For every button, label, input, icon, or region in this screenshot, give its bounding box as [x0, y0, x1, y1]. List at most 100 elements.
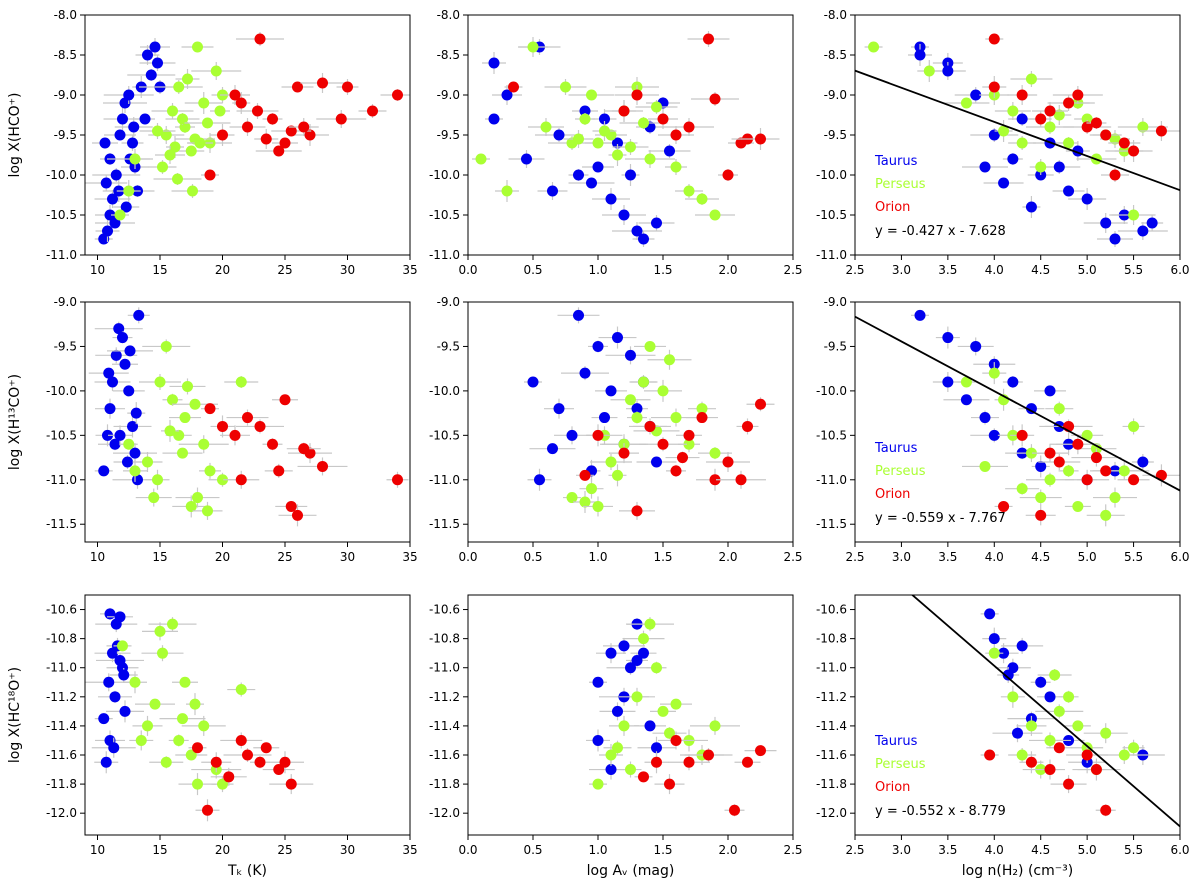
data-point-taurus: [1053, 161, 1065, 173]
data-point-perseus: [1100, 509, 1112, 521]
data-point-perseus: [527, 41, 539, 53]
data-point-perseus: [1128, 420, 1140, 432]
data-point-taurus: [592, 340, 604, 352]
data-point-taurus: [110, 349, 122, 361]
data-point-perseus: [182, 380, 193, 392]
data-point-perseus: [540, 121, 552, 133]
x-tick-label: 20: [215, 550, 230, 564]
y-tick-label: -11.2: [816, 690, 847, 704]
data-point-taurus: [129, 447, 141, 459]
data-point-taurus: [599, 113, 610, 125]
y-tick-label: -11.5: [429, 517, 460, 531]
data-point-orion: [192, 742, 203, 754]
data-point-perseus: [696, 193, 708, 205]
data-point-perseus: [644, 618, 656, 630]
data-point-taurus: [553, 129, 565, 141]
data-point-orion: [285, 778, 297, 790]
y-tick-label: -10.5: [816, 208, 847, 222]
data-point-orion: [670, 465, 682, 477]
data-point-taurus: [120, 201, 132, 213]
x-tick-label: 2.0: [718, 550, 737, 564]
data-point-perseus: [631, 691, 643, 703]
data-point-perseus: [192, 41, 203, 53]
data-point-taurus: [1109, 233, 1121, 245]
data-point-orion: [657, 438, 669, 450]
data-point-taurus: [521, 153, 532, 165]
data-point-taurus: [586, 177, 597, 189]
data-point-perseus: [217, 474, 228, 486]
x-tick-label: 5.0: [1078, 263, 1097, 277]
data-point-perseus: [177, 713, 188, 725]
y-tick-label: -10.0: [816, 168, 847, 182]
data-point-perseus: [198, 97, 210, 109]
y-tick-label: -11.2: [46, 690, 77, 704]
data-point-perseus: [1063, 465, 1075, 477]
x-tick-label: 5.0: [1078, 550, 1097, 564]
data-point-orion: [677, 452, 688, 464]
data-point-perseus: [1035, 492, 1047, 504]
data-point-perseus: [612, 742, 623, 754]
data-point-perseus: [709, 447, 721, 459]
data-point-taurus: [142, 49, 153, 61]
data-point-taurus: [103, 367, 115, 379]
data-point-orion: [304, 129, 316, 141]
data-point-orion: [273, 145, 285, 157]
data-point-taurus: [625, 349, 636, 361]
data-point-taurus: [988, 129, 1000, 141]
data-point-orion: [703, 749, 714, 761]
y-tick-label: -11.0: [46, 248, 77, 262]
y-tick-label: -12.0: [46, 806, 77, 820]
x-tick-label: 5.5: [1124, 843, 1143, 857]
data-point-taurus: [104, 403, 116, 415]
data-point-perseus: [189, 398, 201, 410]
data-point-orion: [657, 113, 669, 125]
legend-entry-orion: Orion: [875, 200, 910, 215]
data-point-orion: [683, 756, 695, 768]
data-point-taurus: [110, 169, 122, 181]
axes-frame: [854, 594, 1181, 836]
y-tick-label: -11.8: [46, 777, 77, 791]
data-point-taurus: [114, 429, 126, 441]
x-tick-label: 4.0: [985, 263, 1004, 277]
data-point-perseus: [1025, 73, 1037, 85]
data-point-taurus: [119, 705, 131, 717]
x-tick-label: 2.5: [845, 550, 864, 564]
data-point-perseus: [172, 173, 183, 185]
data-point-perseus: [1035, 161, 1047, 173]
data-point-perseus: [644, 340, 656, 352]
data-point-perseus: [164, 425, 176, 437]
y-tick-label: -9.5: [437, 128, 460, 142]
data-point-orion: [1128, 474, 1140, 486]
y-tick-label: -11.5: [46, 517, 77, 531]
legend: Taurus Perseus Orion: [874, 734, 926, 795]
data-point-perseus: [475, 153, 487, 165]
data-point-orion: [1100, 129, 1112, 141]
y-tick-label: -10.6: [46, 603, 77, 617]
panel-2-1: 10 15 20 25 30 35 -9.0 -9.5 -10.0 -10.5 -11.0 -11.5…: [7, 295, 418, 564]
data-point-orion: [267, 438, 278, 450]
x-tick-label: 3.0: [892, 843, 911, 857]
data-point-orion: [260, 133, 272, 145]
data-point-taurus: [109, 217, 121, 229]
data-point-perseus: [923, 65, 935, 77]
y-tick-label: -11.0: [816, 473, 847, 487]
data-point-orion: [1090, 452, 1102, 464]
x-axis-label: Tₖ (K): [227, 863, 267, 879]
data-point-orion: [1081, 474, 1093, 486]
data-point-perseus: [173, 429, 185, 441]
data-point-perseus: [149, 698, 161, 710]
fit-line: [910, 595, 1180, 828]
data-point-perseus: [651, 662, 662, 674]
data-point-taurus: [149, 41, 161, 53]
data-point-perseus: [612, 469, 623, 481]
data-point-perseus: [979, 460, 991, 472]
data-point-taurus: [1016, 113, 1028, 125]
data-point-taurus: [566, 429, 578, 441]
data-point-perseus: [1053, 403, 1065, 415]
data-point-orion: [1155, 469, 1167, 481]
data-point-orion: [1035, 509, 1047, 521]
data-point-taurus: [638, 647, 649, 659]
data-point-perseus: [657, 385, 669, 397]
y-tick-label: -9.5: [824, 339, 847, 353]
data-point-taurus: [1063, 185, 1075, 197]
